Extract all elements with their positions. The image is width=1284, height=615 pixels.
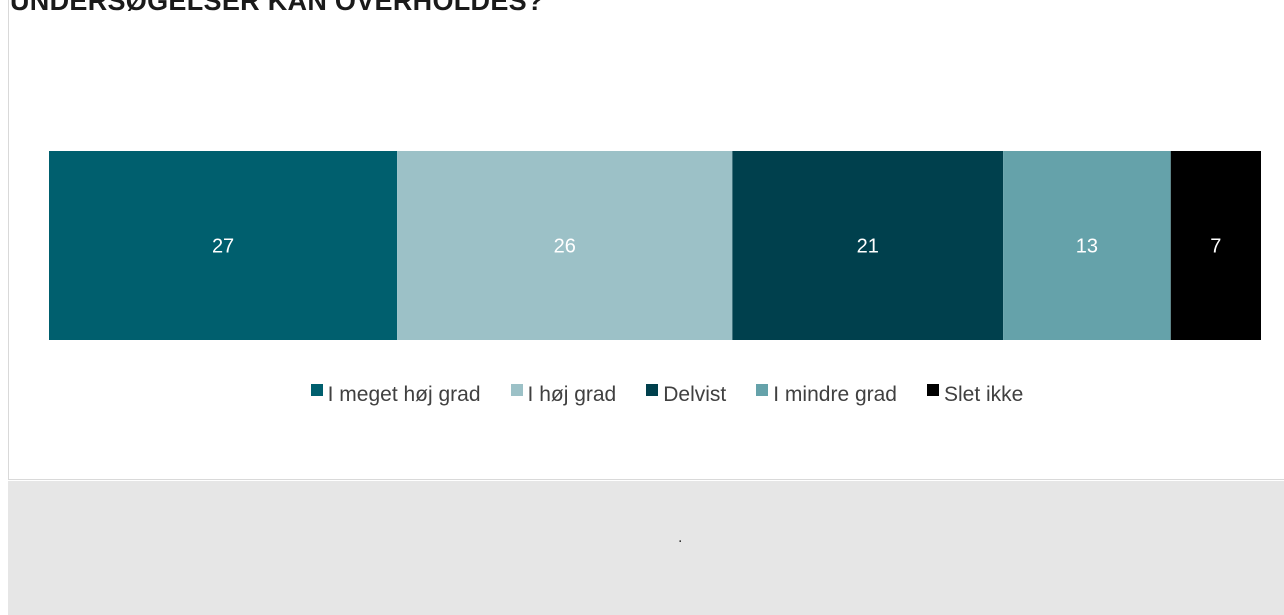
legend-label: I meget høj grad [327,383,481,406]
legend-swatch [646,384,659,396]
chart-panel: 27 26 21 13 7 I meget høj grad I høj grad Delv… [8,0,1284,480]
legend-item-5: Slet ikke [927,383,1023,407]
data-label-5: 7 [1210,236,1221,258]
legend-label: I mindre grad [773,383,897,406]
footer-area: . [8,481,1284,615]
legend-swatch [310,384,323,396]
bar-segment-3 [732,151,1004,340]
legend-item-2: I høj grad [510,383,617,407]
chart-legend: I meget høj grad I høj grad Delvist I mindr… [9,383,1284,407]
chart-title: UNDERSØGELSER KAN OVERHOLDES? [10,0,544,16]
legend-label: Delvist [663,383,727,406]
bar-segment-4 [1003,151,1171,340]
legend-label: Slet ikke [944,383,1024,406]
data-label-3: 21 [857,236,879,258]
legend-item-4: I mindre grad [756,383,897,407]
stacked-bar-chart: 27 26 21 13 7 [49,151,1261,340]
legend-item-1: I meget høj grad [310,383,481,407]
legend-label: I høj grad [527,383,617,406]
bar-segment-5 [1170,151,1261,340]
data-label-4: 13 [1076,236,1098,258]
legend-swatch [510,384,523,396]
legend-item-3: Delvist [646,383,726,407]
footer-note: . [678,529,683,546]
data-label-1: 27 [212,236,234,258]
data-label-2: 26 [554,236,576,258]
bar-segment-1 [49,151,398,340]
legend-swatch [927,384,939,396]
bar-segment-2 [397,151,733,340]
legend-swatch [756,384,769,396]
